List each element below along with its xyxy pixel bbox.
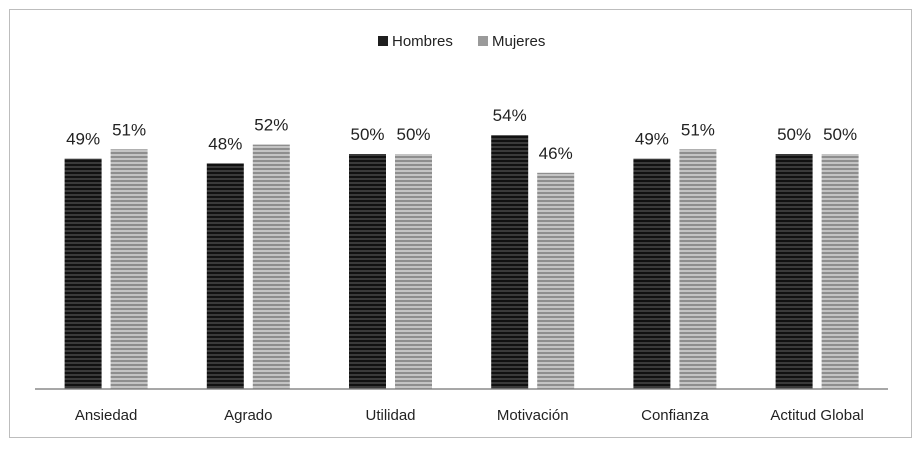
x-tick-label-motivacion: Motivación	[497, 407, 569, 424]
x-tick-label-agrado: Agrado	[224, 407, 272, 424]
data-label-mujeres-motivacion: 46%	[539, 144, 573, 163]
legend-swatch-mujeres	[478, 36, 488, 46]
bar-hombres-confianza	[633, 158, 671, 389]
chart-frame	[9, 9, 912, 438]
data-label-hombres-utilidad: 50%	[350, 125, 384, 144]
data-label-hombres-agrado: 48%	[208, 134, 242, 153]
legend-label-mujeres: Mujeres	[492, 33, 545, 50]
data-label-hombres-ansiedad: 49%	[66, 130, 100, 149]
x-tick-label-ansiedad: Ansiedad	[75, 407, 138, 424]
data-label-mujeres-actitud-global: 50%	[823, 125, 857, 144]
bar-hombres-ansiedad	[64, 158, 102, 389]
data-label-mujeres-ansiedad: 51%	[112, 120, 146, 139]
bar-mujeres-actitud-global	[821, 154, 859, 389]
bar-mujeres-motivacion	[537, 172, 575, 389]
data-label-hombres-motivacion: 54%	[493, 106, 527, 125]
data-label-hombres-actitud-global: 50%	[777, 125, 811, 144]
bar-hombres-agrado	[206, 163, 244, 389]
bar-hombres-actitud-global	[775, 154, 813, 389]
legend-swatch-hombres	[378, 36, 388, 46]
data-label-mujeres-utilidad: 50%	[396, 125, 430, 144]
data-label-hombres-confianza: 49%	[635, 130, 669, 149]
legend-item-mujeres: Mujeres	[478, 33, 545, 50]
data-labels-group: 49% 51% 48% 52% 50% 50% 54% 46% 49% 51% 50% 50%	[66, 106, 857, 163]
legend-label-hombres: Hombres	[392, 33, 453, 50]
bar-mujeres-confianza	[679, 149, 717, 389]
bars-group	[64, 135, 859, 389]
bar-mujeres-agrado	[252, 144, 290, 389]
x-tick-label-actitud-global: Actitud Global	[770, 407, 863, 424]
legend-item-hombres: Hombres	[378, 33, 453, 50]
legend: Hombres Mujeres	[378, 33, 545, 50]
x-tick-label-utilidad: Utilidad	[365, 407, 415, 424]
bar-mujeres-utilidad	[395, 154, 432, 389]
bar-hombres-utilidad	[349, 154, 386, 389]
bar-hombres-motivacion	[491, 135, 529, 389]
x-tick-label-confianza: Confianza	[641, 407, 709, 424]
data-label-mujeres-agrado: 52%	[254, 116, 288, 135]
bar-mujeres-ansiedad	[110, 149, 148, 389]
x-axis-tick-labels: Ansiedad Agrado Utilidad Motivación Confianz…	[75, 407, 864, 424]
data-label-mujeres-confianza: 51%	[681, 120, 715, 139]
